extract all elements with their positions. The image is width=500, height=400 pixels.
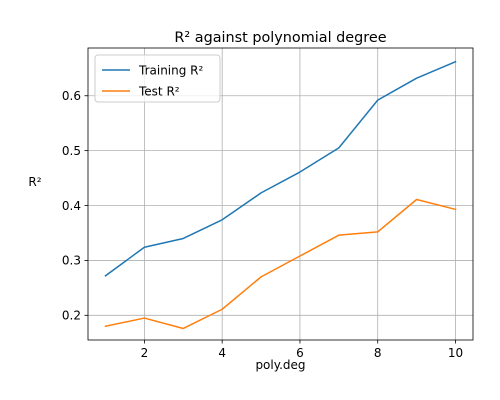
- x-tick-label: 6: [296, 346, 304, 360]
- series-line-training: [104, 60, 457, 277]
- grid: [88, 48, 473, 340]
- y-tick-label: 0.4: [62, 199, 81, 213]
- y-tick-label: 0.6: [62, 89, 81, 103]
- legend-label: Test R²: [138, 84, 180, 98]
- y-tick-label: 0.3: [62, 254, 81, 268]
- x-tick-label: 10: [448, 346, 463, 360]
- x-tick-label: 2: [141, 346, 149, 360]
- series-line-test: [104, 198, 457, 330]
- y-tick-label: 0.2: [62, 309, 81, 323]
- y-tick-label: 0.5: [62, 144, 81, 158]
- chart-title: R² against polynomial degree: [174, 30, 386, 46]
- x-axis-label: poly.deg: [255, 358, 305, 372]
- y-axis-label: R²: [28, 175, 41, 189]
- legend-label: Training R²: [138, 63, 204, 77]
- x-tick-label: 4: [218, 346, 226, 360]
- legend: Training R² Test R²: [94, 54, 221, 103]
- ticks: 2 4 6 8 10 0.2 0.3 0.4 0.5 0.6: [62, 89, 463, 360]
- series-layer: [104, 60, 457, 330]
- x-tick-label: 8: [374, 346, 382, 360]
- plot-frame: [87, 47, 474, 341]
